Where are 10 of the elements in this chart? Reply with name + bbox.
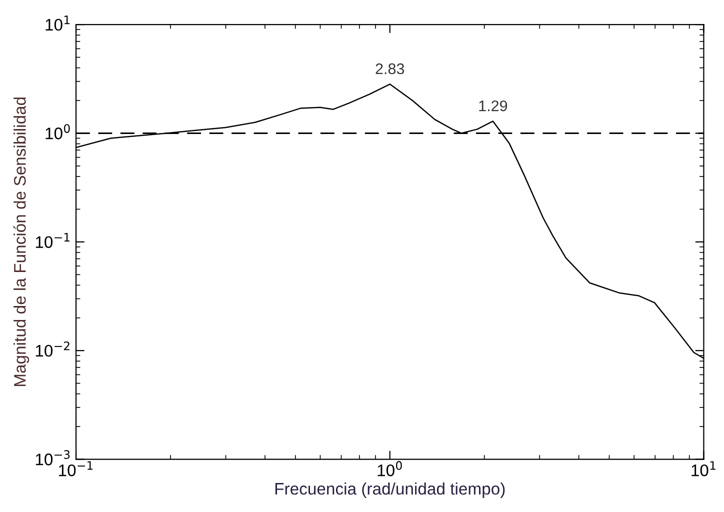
x-tick-label: 10$^{1}$ bbox=[692, 461, 716, 476]
annotation: 1.29 bbox=[479, 100, 508, 112]
y-axis-title: Magnitud de la Función de Sensibilidad bbox=[13, 98, 30, 386]
y-tick-label: 10$^{0}$ bbox=[46, 124, 70, 140]
x-tick-label: 10$^{0}$ bbox=[378, 461, 402, 476]
annotation: 2.83 bbox=[376, 63, 404, 74]
y-tick-label: 10$^{−2}$ bbox=[36, 341, 70, 357]
y-tick-label: 10$^{1}$ bbox=[46, 16, 70, 31]
x-axis-title: Frecuencia (rad/unidad tiempo) bbox=[275, 482, 505, 498]
y-tick-label: 10$^{−1}$ bbox=[36, 232, 70, 248]
